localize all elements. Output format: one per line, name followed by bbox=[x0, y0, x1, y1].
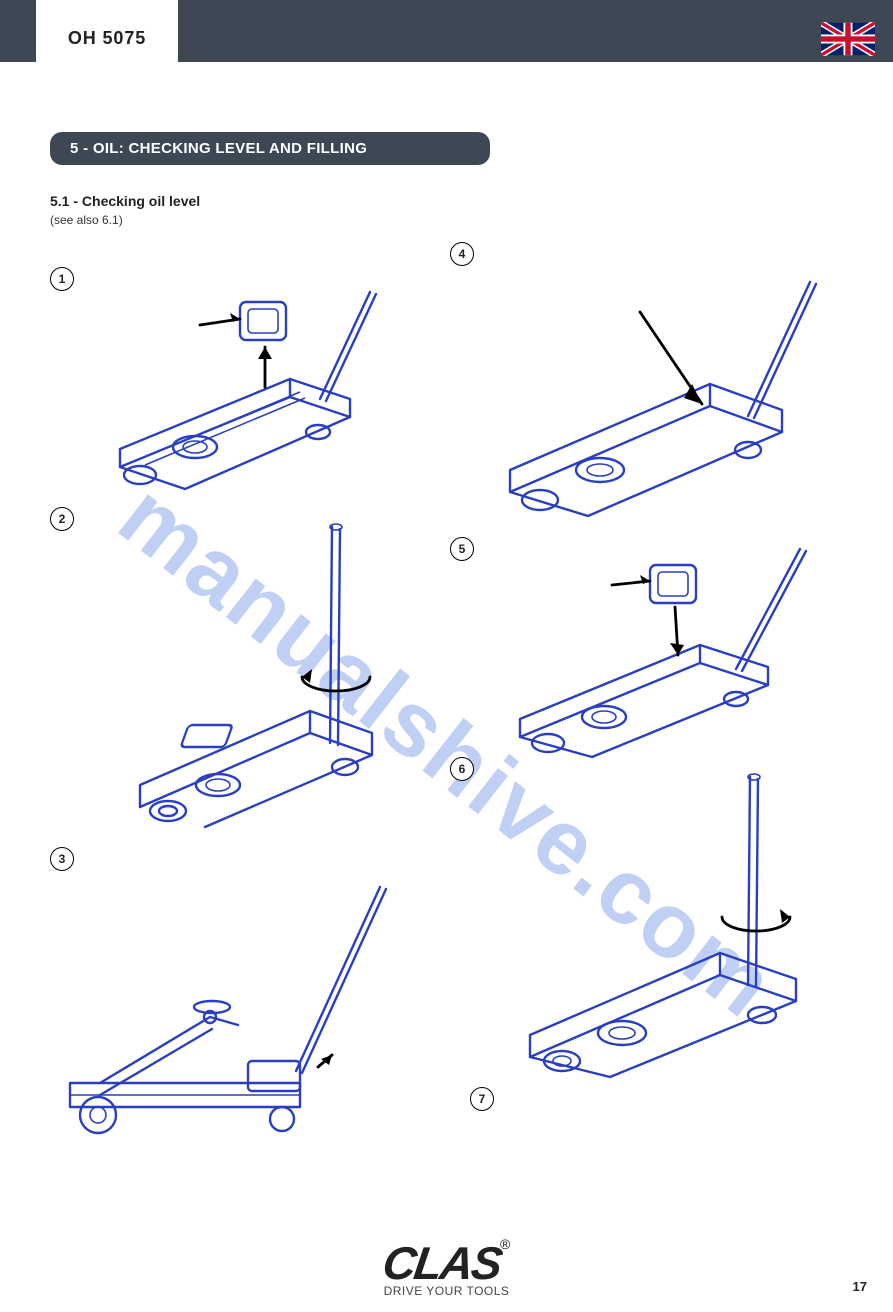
step-number: 2 bbox=[50, 507, 74, 531]
step-5: 5 bbox=[450, 537, 830, 767]
diagram-close-valve-icon bbox=[510, 757, 840, 1077]
step-number: 4 bbox=[450, 242, 474, 266]
page-number: 17 bbox=[853, 1279, 867, 1294]
step-7: 7 bbox=[470, 1087, 530, 1127]
step-6: 6 bbox=[450, 757, 850, 1077]
diagram-pump-handle-icon bbox=[60, 857, 400, 1137]
step-4: 4 bbox=[450, 242, 830, 522]
section-note: (see also 6.1) bbox=[50, 213, 843, 227]
step-2: 2 bbox=[50, 507, 410, 827]
step-number: 1 bbox=[50, 267, 74, 291]
uk-flag-icon bbox=[821, 22, 875, 56]
page-body: 5 - OIL: CHECKING LEVEL AND FILLING 5.1 … bbox=[0, 62, 893, 1312]
section-title-band: 5 - OIL: CHECKING LEVEL AND FILLING bbox=[50, 132, 490, 165]
brand-logo: CLAS bbox=[379, 1236, 504, 1290]
step-3: 3 bbox=[50, 847, 410, 1147]
header-bar: OH 5075 bbox=[0, 0, 893, 62]
step-number: 7 bbox=[470, 1087, 494, 1111]
step-number: 6 bbox=[450, 757, 474, 781]
diagram-press-valve-icon bbox=[490, 252, 830, 522]
step-number: 5 bbox=[450, 537, 474, 561]
product-code: OH 5075 bbox=[36, 28, 178, 49]
step-1: 1 bbox=[50, 267, 410, 497]
diagram-remove-cover-icon bbox=[90, 267, 390, 497]
diagram-turn-handle-icon bbox=[110, 507, 410, 827]
steps-grid: manualshive.com 1 bbox=[50, 257, 843, 1207]
section-subtitle: 5.1 - Checking oil level bbox=[50, 193, 843, 209]
diagram-replace-cover-icon bbox=[500, 537, 820, 757]
brand-footer: CLAS® DRIVE YOUR TOOLS bbox=[383, 1236, 511, 1298]
